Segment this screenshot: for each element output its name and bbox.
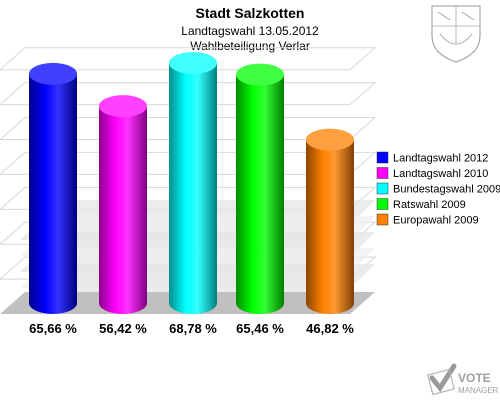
legend-item: Bundestagswahl 2009: [377, 183, 500, 196]
legend-item: Europawahl 2009: [377, 214, 479, 227]
value-label: 68,78 %: [169, 321, 217, 336]
bar-cap: [169, 52, 217, 74]
vote-manager-brand-bottom: MANAGER: [458, 386, 499, 395]
legend-label: Bundestagswahl 2009: [393, 184, 500, 196]
vote-manager-logo: VOTE MANAGER: [428, 366, 499, 395]
bar-body: [169, 63, 217, 314]
legend-label: Europawahl 2009: [393, 215, 479, 227]
bar: [99, 95, 147, 314]
bar-cap: [306, 129, 354, 151]
bar-body: [99, 106, 147, 314]
legend-label: Landtagswahl 2012: [393, 153, 488, 165]
value-labels: 65,66 % 56,42 % 68,78 % 65,46 % 46,82 %: [29, 321, 354, 336]
chart-title: Stadt Salzkotten: [196, 5, 305, 21]
legend-item: Ratswahl 2009: [377, 199, 466, 212]
legend-label: Ratswahl 2009: [393, 199, 466, 211]
legend-swatch: [377, 152, 388, 163]
bar-cap: [99, 95, 147, 117]
chart-subtitle-election: Landtagswahl 13.05.2012: [181, 24, 319, 38]
bar: [169, 52, 217, 314]
legend-swatch: [377, 199, 388, 210]
bar-cap: [236, 64, 284, 86]
value-label: 56,42 %: [99, 321, 147, 336]
bar-body: [29, 74, 77, 314]
vote-manager-brand-top: VOTE: [458, 371, 491, 385]
chart-subtitle-district: Wahlbeteiligung Verlar: [190, 39, 310, 53]
legend: Landtagswahl 2012 Landtagswahl 2010 Bundes…: [377, 152, 500, 227]
legend-swatch: [377, 168, 388, 179]
value-label: 46,82 %: [306, 321, 354, 336]
bar-body: [306, 140, 354, 314]
bar: [306, 129, 354, 314]
checkmark-icon: [428, 366, 454, 395]
legend-swatch: [377, 183, 388, 194]
bar-cap: [29, 63, 77, 85]
nrw-coat-of-arms-icon: [432, 6, 480, 62]
legend-label: Landtagswahl 2010: [393, 168, 488, 180]
bar: [29, 63, 77, 314]
legend-item: Landtagswahl 2010: [377, 168, 488, 181]
legend-swatch: [377, 214, 388, 225]
bar: [236, 64, 284, 314]
value-label: 65,66 %: [29, 321, 77, 336]
bar-body: [236, 75, 284, 314]
legend-item: Landtagswahl 2012: [377, 152, 488, 165]
value-label: 65,46 %: [236, 321, 284, 336]
